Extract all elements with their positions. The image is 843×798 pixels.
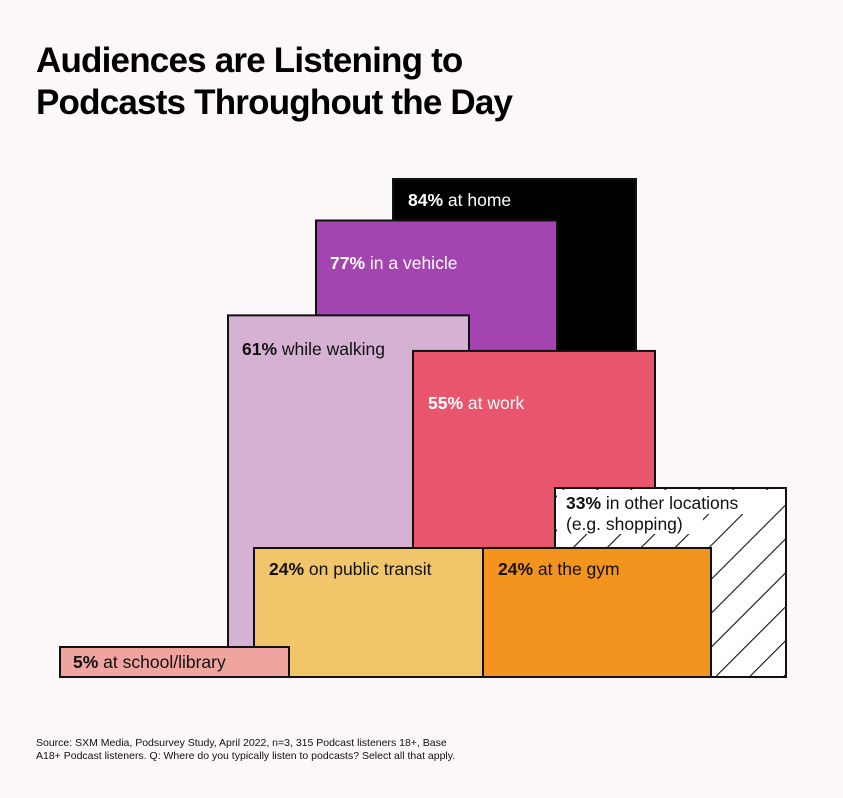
chart-marks: 84% at home 77% in a vehicle 61% while wal…	[59, 178, 787, 678]
label-bg-other-2	[557, 514, 703, 534]
label-gym: 24% at the gym	[498, 559, 620, 579]
label-work: 55% at work	[428, 393, 525, 413]
label-walking: 61% while walking	[242, 339, 385, 359]
bar-school	[59, 646, 290, 678]
label-vehicle: 77% in a vehicle	[330, 253, 457, 273]
bar-gym	[482, 547, 712, 678]
source-note: Source: SXM Media, Podsurvey Study, Apri…	[36, 737, 496, 763]
label-other: 33% in other locations (e.g. shopping)	[566, 493, 738, 534]
title-line-1: Audiences are Listening to	[36, 41, 463, 80]
source-line-2: A18+ Podcast listeners. Q: Where do you …	[36, 750, 456, 762]
label-home: 84% at home	[408, 190, 511, 210]
label-transit: 24% on public transit	[269, 559, 432, 579]
label-bg-other-1	[557, 490, 772, 514]
source-line-1: Source: SXM Media, Podsurvey Study, Apri…	[36, 737, 447, 749]
title-line-2: Podcasts Throughout the Day	[36, 83, 513, 122]
chart-title: Audiences are Listening to Podcasts Thro…	[36, 40, 736, 124]
label-school: 5% at school/library	[73, 652, 226, 672]
